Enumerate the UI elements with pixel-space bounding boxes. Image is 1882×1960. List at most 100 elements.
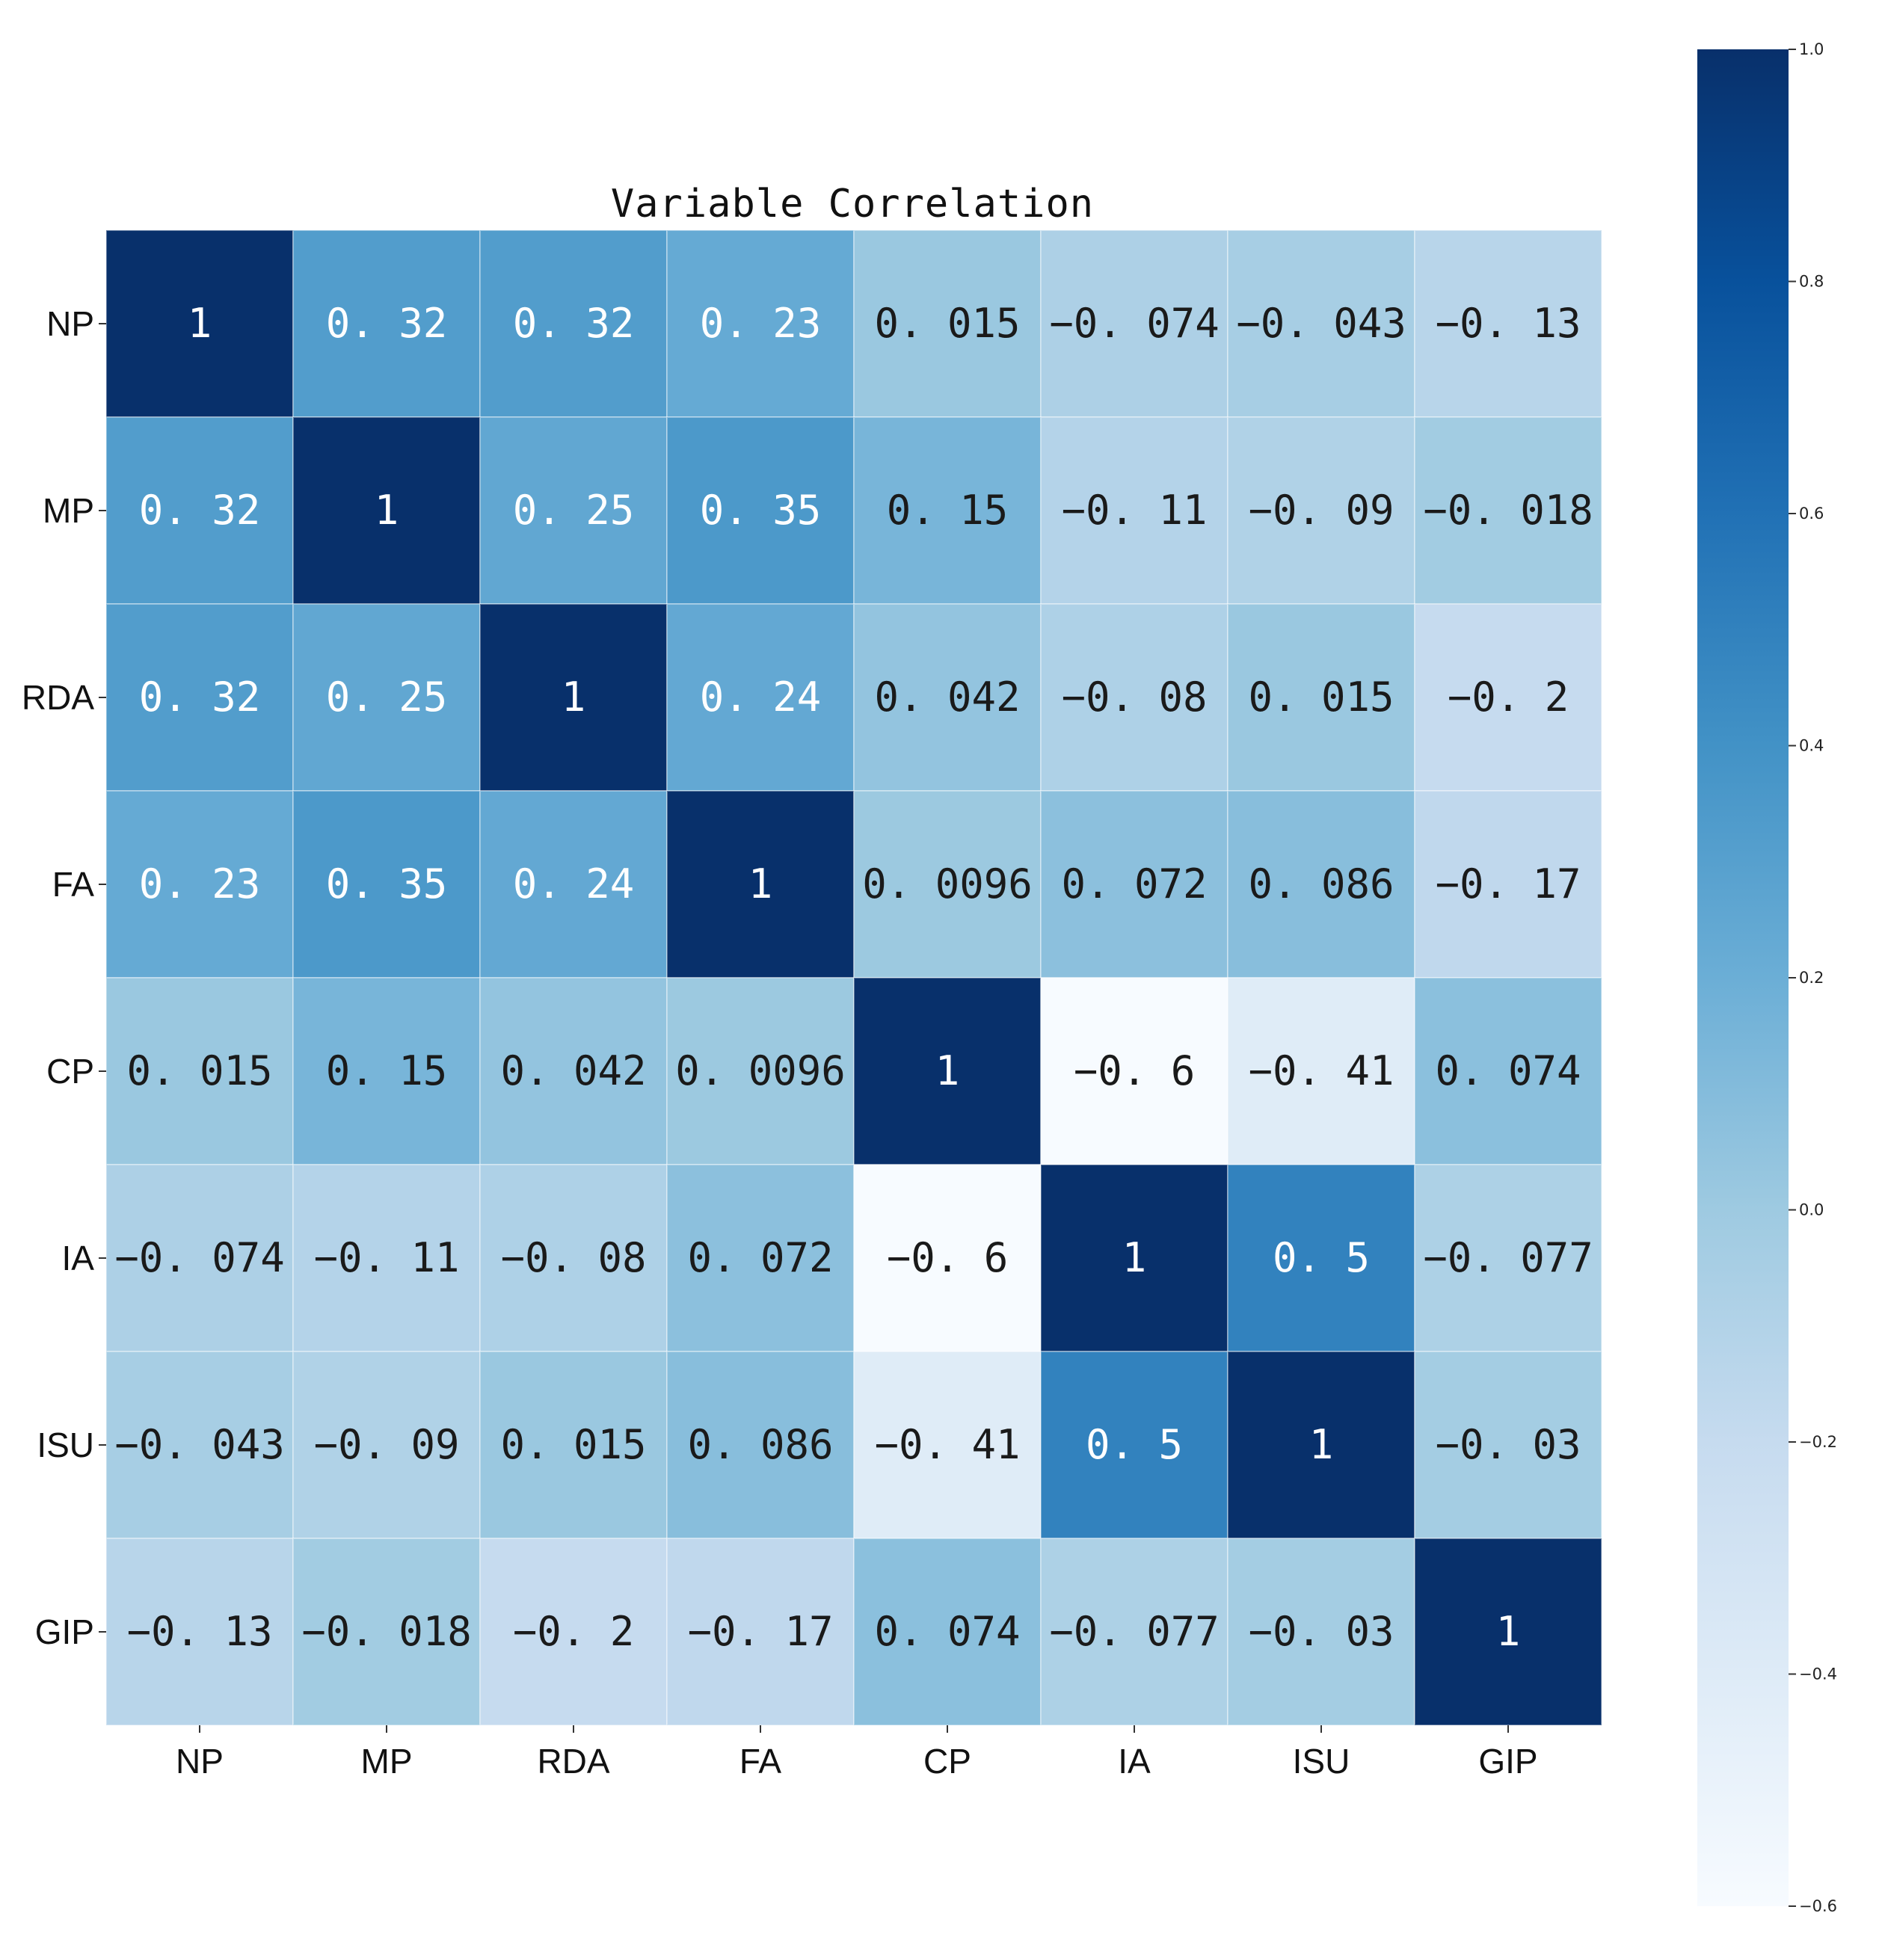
cell-value-label: −0. 043 — [1236, 300, 1406, 347]
heatmap-cell — [292, 1351, 481, 1539]
heatmap-cell — [666, 416, 855, 605]
heatmap-cell — [292, 603, 481, 792]
cell-value-label: 0. 042 — [874, 674, 1020, 721]
cell-value-label: 0. 35 — [326, 860, 448, 907]
cell-value-label: −0. 41 — [874, 1421, 1020, 1468]
cell-value-label: −0. 2 — [1448, 674, 1569, 721]
heatmap-cell — [1414, 1164, 1602, 1352]
cell-value-label: −0. 077 — [1049, 1608, 1220, 1655]
x-tick-label: FA — [739, 1742, 782, 1781]
x-tick-label: ISU — [1293, 1742, 1350, 1781]
colorbar-tick-label: −0.6 — [1799, 1897, 1837, 1915]
cell-value-label: −0. 03 — [1248, 1608, 1394, 1655]
heatmap-cell — [479, 790, 668, 979]
heatmap-cells — [105, 229, 1602, 1726]
heatmap-cell — [1040, 603, 1228, 792]
cell-value-label: −0. 13 — [126, 1608, 272, 1655]
heatmap-cell — [1227, 603, 1415, 792]
heatmap-cell — [1040, 977, 1228, 1165]
cell-value-label: 0. 086 — [1248, 860, 1394, 907]
heatmap-cell — [1227, 1164, 1415, 1352]
cell-value-label: 1 — [375, 487, 399, 534]
heatmap-cell — [479, 603, 668, 792]
heatmap-cell — [1040, 416, 1228, 605]
colorbar-tick-label: −0.2 — [1799, 1433, 1837, 1451]
cell-value-label: −0. 6 — [887, 1234, 1009, 1281]
cell-value-label: 0. 32 — [139, 674, 261, 721]
cell-value-label: −0. 018 — [301, 1608, 472, 1655]
heatmap-cell — [1414, 603, 1602, 792]
cell-value-label: 0. 15 — [887, 487, 1009, 534]
colorbar-tick-label: 0.8 — [1799, 273, 1824, 291]
y-axis: NP MP RDA FA CP IA ISU GIP — [22, 304, 106, 1651]
cell-value-label: 0. 24 — [513, 860, 635, 907]
cell-value-label: −0. 08 — [500, 1234, 646, 1281]
heatmap-cell — [853, 416, 1042, 605]
cell-value-label: 0. 35 — [700, 487, 822, 534]
heatmap-cell — [666, 977, 855, 1165]
cell-value-label: 0. 15 — [326, 1047, 448, 1094]
cell-value-label: 0. 015 — [500, 1421, 646, 1468]
heatmap-cell — [1227, 416, 1415, 605]
heatmap-cell — [1040, 1164, 1228, 1352]
y-tick-label: FA — [52, 865, 95, 904]
heatmap-cell — [479, 229, 668, 418]
heatmap-cell — [853, 229, 1042, 418]
x-tick-label: NP — [176, 1742, 224, 1781]
cell-value-label: 0. 25 — [326, 674, 448, 721]
cell-value-label: 0. 072 — [687, 1234, 833, 1281]
x-tick-label: CP — [923, 1742, 971, 1781]
cell-value-label: 1 — [748, 860, 773, 907]
cell-value-label: 0. 0096 — [862, 860, 1033, 907]
cell-value-label: 0. 32 — [513, 300, 635, 347]
heatmap-cell — [1040, 1538, 1228, 1726]
heatmap-cell — [1414, 977, 1602, 1165]
colorbar-tick-label: −0.4 — [1799, 1665, 1837, 1683]
heatmap-cell — [1227, 1351, 1415, 1539]
cell-value-label: 0. 015 — [126, 1047, 272, 1094]
x-tick-label: RDA — [537, 1742, 609, 1781]
cell-value-label: −0. 043 — [114, 1421, 285, 1468]
cell-value-label: −0. 11 — [313, 1234, 459, 1281]
cell-value-label: 1 — [1309, 1421, 1334, 1468]
cell-value-label: 0. 32 — [139, 487, 261, 534]
cell-value-label: 1 — [1122, 1234, 1147, 1281]
y-tick-label: ISU — [37, 1426, 94, 1464]
cell-value-label: 0. 32 — [326, 300, 448, 347]
y-tick-label: MP — [43, 491, 94, 530]
heatmap-cell — [853, 1538, 1042, 1726]
heatmap-cell — [666, 229, 855, 418]
cell-value-label: −0. 13 — [1435, 300, 1581, 347]
cell-value-label: −0. 17 — [687, 1608, 833, 1655]
cell-value-label: −0. 018 — [1423, 487, 1593, 534]
heatmap-cell — [292, 1164, 481, 1352]
y-tick-label: NP — [46, 304, 94, 343]
cell-value-label: 0. 074 — [874, 1608, 1020, 1655]
x-tick-label: MP — [361, 1742, 413, 1781]
cell-value-label: 1 — [562, 674, 586, 721]
heatmap-cell — [292, 416, 481, 605]
x-axis: NP MP RDA FA CP IA ISU GIP — [176, 1725, 1538, 1781]
heatmap-cell — [1040, 1351, 1228, 1539]
cell-value-label: 1 — [188, 300, 212, 347]
chart-title: Variable Correlation — [611, 182, 1094, 226]
cell-value-label: 1 — [935, 1047, 960, 1094]
heatmap-cell — [1227, 977, 1415, 1165]
heatmap-cell — [292, 229, 481, 418]
heatmap-cell — [853, 790, 1042, 979]
cell-value-label: −0. 08 — [1061, 674, 1207, 721]
colorbar-tick-label: 0.4 — [1799, 737, 1824, 755]
colorbar-tick-label: 1.0 — [1799, 40, 1824, 58]
cell-value-label: −0. 077 — [1423, 1234, 1593, 1281]
heatmap-cell — [853, 1351, 1042, 1539]
cell-value-label: −0. 11 — [1061, 487, 1207, 534]
cell-value-label: −0. 074 — [1049, 300, 1220, 347]
heatmap-cell — [479, 1164, 668, 1352]
cell-value-label: −0. 03 — [1435, 1421, 1581, 1468]
heatmap-cell — [666, 603, 855, 792]
heatmap-cell — [1414, 416, 1602, 605]
cell-value-label: 0. 5 — [1086, 1421, 1183, 1468]
cell-value-label: 0. 25 — [513, 487, 635, 534]
y-tick-label: CP — [46, 1052, 94, 1091]
